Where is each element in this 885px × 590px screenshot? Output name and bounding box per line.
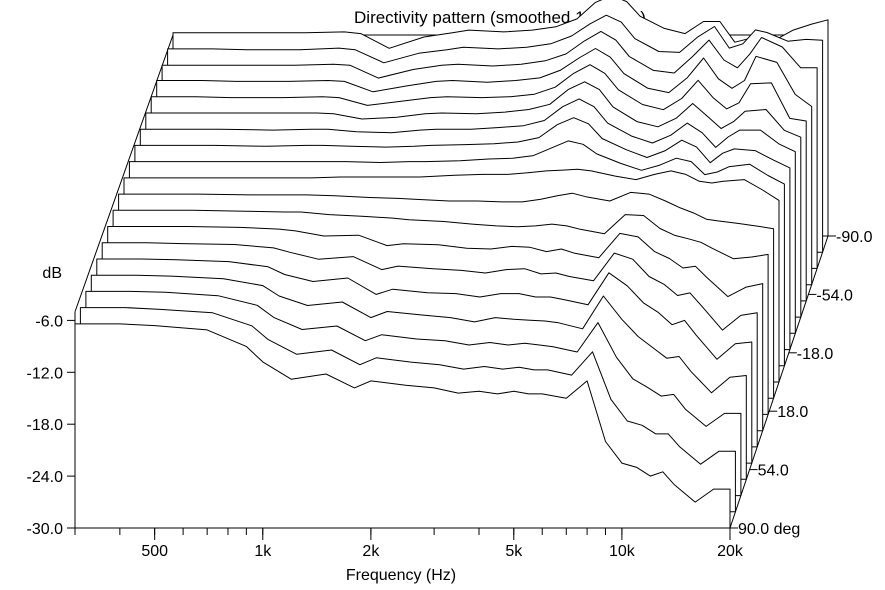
x-tick-label: 5k — [505, 543, 523, 560]
x-tick-label: 500 — [141, 543, 168, 560]
plot-curves — [74, 0, 829, 529]
y-axis-label: dB — [42, 265, 62, 282]
y-tick-label: -24.0 — [27, 469, 64, 486]
x-tick-label: 10k — [609, 543, 636, 560]
angle-tick-label: 54.0 — [758, 463, 789, 480]
y-axis-ticks: -6.0 -12.0 -18.0 -24.0 -30.0 — [27, 313, 75, 538]
angle-tick-label: -54.0 — [816, 287, 853, 304]
y-tick-label: -30.0 — [27, 521, 64, 538]
angle-axis-ticks: -90.0 -54.0 -18.0 18.0 54.0 90.0 deg — [730, 229, 873, 538]
x-tick-label: 20k — [717, 543, 744, 560]
angle-tick-label: 90.0 deg — [738, 521, 800, 538]
angle-tick-label: -90.0 — [836, 229, 873, 246]
curve-angle-90 — [74, 323, 731, 529]
x-tick-label: 2k — [362, 543, 380, 560]
x-axis-label: Frequency (Hz) — [346, 567, 456, 584]
angle-tick-label: -18.0 — [797, 346, 834, 363]
angle-tick-label: 18.0 — [777, 404, 808, 421]
x-tick-label: 1k — [254, 543, 272, 560]
y-tick-label: -6.0 — [35, 313, 63, 330]
y-tick-label: -12.0 — [27, 365, 64, 382]
x-axis-ticks: 500 1k 2k 5k 10k 20k — [74, 528, 744, 560]
y-tick-label: -18.0 — [27, 417, 64, 434]
